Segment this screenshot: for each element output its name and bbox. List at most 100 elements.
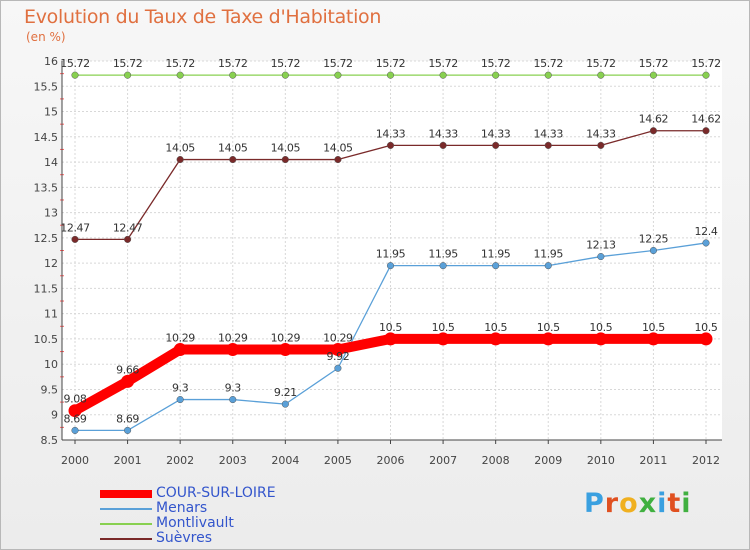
data-point [121, 374, 135, 388]
data-point [597, 141, 605, 149]
data-point [544, 262, 552, 270]
data-label: 15.72 [60, 57, 90, 70]
data-point [281, 400, 289, 408]
data-point [71, 235, 79, 243]
data-point [334, 155, 342, 164]
legend-label: Montlivault [156, 515, 234, 531]
data-label: 12.4 [695, 225, 718, 238]
data-point [124, 426, 132, 434]
legend: COUR-SUR-LOIRE Menars Montlivault Suèvres [100, 486, 276, 546]
data-point [386, 262, 395, 270]
y-tick-label: 11.5 [34, 282, 59, 295]
x-tick-label: 2010 [587, 454, 615, 467]
data-label: 12.13 [586, 239, 616, 252]
data-label: 14.05 [218, 142, 248, 155]
data-label: 14.05 [165, 142, 195, 155]
x-tick-label: 2005 [324, 454, 352, 467]
x-tick-label: 2011 [639, 454, 667, 467]
data-label: 10.5 [484, 321, 507, 334]
data-label: 11.95 [534, 248, 564, 261]
y-tick-label: 16 [44, 55, 58, 68]
data-point [281, 155, 289, 164]
data-label: 9.3 [225, 382, 242, 395]
data-point [176, 155, 184, 164]
x-tick-label: 2004 [271, 454, 299, 467]
data-point [124, 71, 132, 79]
data-point [331, 343, 345, 357]
data-point [597, 71, 605, 79]
data-label: 10.5 [695, 321, 718, 334]
data-label: 12.25 [639, 233, 669, 246]
data-point [176, 396, 184, 404]
legend-label: Suèvres [156, 530, 213, 546]
plot-area [62, 61, 722, 440]
x-tick-label: 2000 [61, 454, 89, 467]
data-point [702, 127, 710, 135]
logo-letter: i [681, 488, 692, 519]
data-label: 10.29 [218, 332, 248, 345]
data-label: 11.95 [481, 248, 511, 261]
y-tick-label: 13 [44, 207, 58, 220]
data-point [646, 332, 660, 346]
data-label: 8.69 [64, 412, 87, 425]
data-label: 14.05 [323, 142, 353, 155]
proxiti-logo: Proxiti [584, 488, 692, 519]
legend-item: Menars [100, 501, 276, 516]
data-label: 9.08 [64, 393, 87, 406]
data-label: 10.29 [165, 332, 195, 345]
data-label: 15.72 [113, 57, 143, 70]
data-point [541, 332, 555, 346]
data-point [702, 239, 710, 247]
data-point [281, 71, 289, 79]
x-tick-label: 2002 [166, 454, 194, 467]
legend-swatch [100, 489, 152, 498]
data-point [544, 71, 552, 79]
data-point [702, 71, 710, 79]
data-label: 11.95 [376, 248, 406, 261]
legend-swatch [100, 522, 152, 525]
logo-letter: r [604, 488, 620, 519]
data-label: 11.95 [428, 248, 458, 261]
data-point [439, 71, 447, 79]
data-point [124, 235, 132, 243]
data-label: 10.5 [432, 321, 455, 334]
x-tick-label: 2003 [219, 454, 247, 467]
y-tick-label: 9 [51, 409, 58, 422]
data-label: 10.29 [271, 332, 301, 345]
data-label: 10.5 [642, 321, 665, 334]
data-point [229, 155, 237, 164]
data-label: 10.5 [537, 321, 560, 334]
data-point [492, 71, 500, 79]
data-point [649, 71, 657, 79]
data-label: 15.72 [323, 57, 353, 70]
data-label: 15.72 [481, 57, 511, 70]
data-point [229, 396, 237, 404]
x-tick-label: 2001 [114, 454, 142, 467]
data-labels-layer: 9.08 9.66 10.29 10.29 10.29 10.29 10.5 10.5 10.5… [60, 57, 721, 425]
data-point [649, 246, 657, 255]
data-point [597, 253, 605, 261]
chart-title: Evolution du Taux de Taxe d'Habitation [24, 6, 382, 28]
data-label: 14.33 [586, 127, 616, 140]
data-point [489, 332, 503, 346]
y-tick-label: 8.5 [41, 434, 59, 447]
logo-letter: P [584, 488, 605, 519]
data-point [334, 364, 342, 372]
legend-label: Menars [156, 500, 208, 516]
data-label: 14.05 [271, 142, 301, 155]
data-point [71, 71, 79, 79]
series-layer [68, 71, 713, 434]
y-tick-label: 12.5 [34, 232, 59, 245]
x-tick-label: 2008 [482, 454, 510, 467]
data-point [386, 141, 395, 149]
y-tick-label: 10.5 [34, 333, 59, 346]
data-label: 14.62 [639, 113, 669, 126]
data-label: 12.47 [113, 221, 143, 234]
data-point [334, 71, 342, 79]
data-point [436, 332, 450, 346]
data-label: 14.33 [534, 127, 564, 140]
logo-letter: o [619, 488, 639, 519]
data-label: 14.33 [428, 127, 458, 140]
data-point [649, 127, 657, 135]
legend-item: Montlivault [100, 516, 276, 531]
